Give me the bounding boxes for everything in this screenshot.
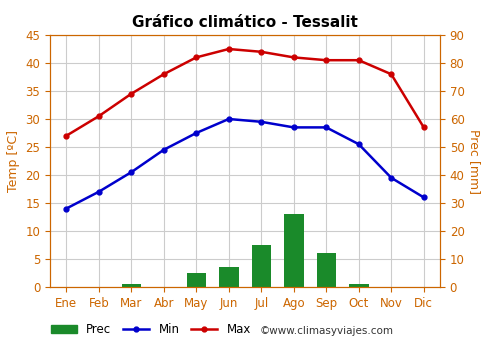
- Bar: [284, 214, 304, 287]
- Bar: [316, 253, 336, 287]
- Bar: [252, 245, 271, 287]
- Title: Gráfico climático - Tessalit: Gráfico climático - Tessalit: [132, 15, 358, 30]
- Y-axis label: Temp [ºC]: Temp [ºC]: [7, 130, 20, 192]
- Legend: Prec, Min, Max: Prec, Min, Max: [46, 318, 256, 341]
- Bar: [219, 267, 238, 287]
- Y-axis label: Prec [mm]: Prec [mm]: [468, 128, 481, 194]
- Bar: [122, 284, 141, 287]
- Bar: [349, 284, 368, 287]
- Bar: [186, 273, 206, 287]
- Text: ©www.climasyviajes.com: ©www.climasyviajes.com: [260, 326, 394, 336]
